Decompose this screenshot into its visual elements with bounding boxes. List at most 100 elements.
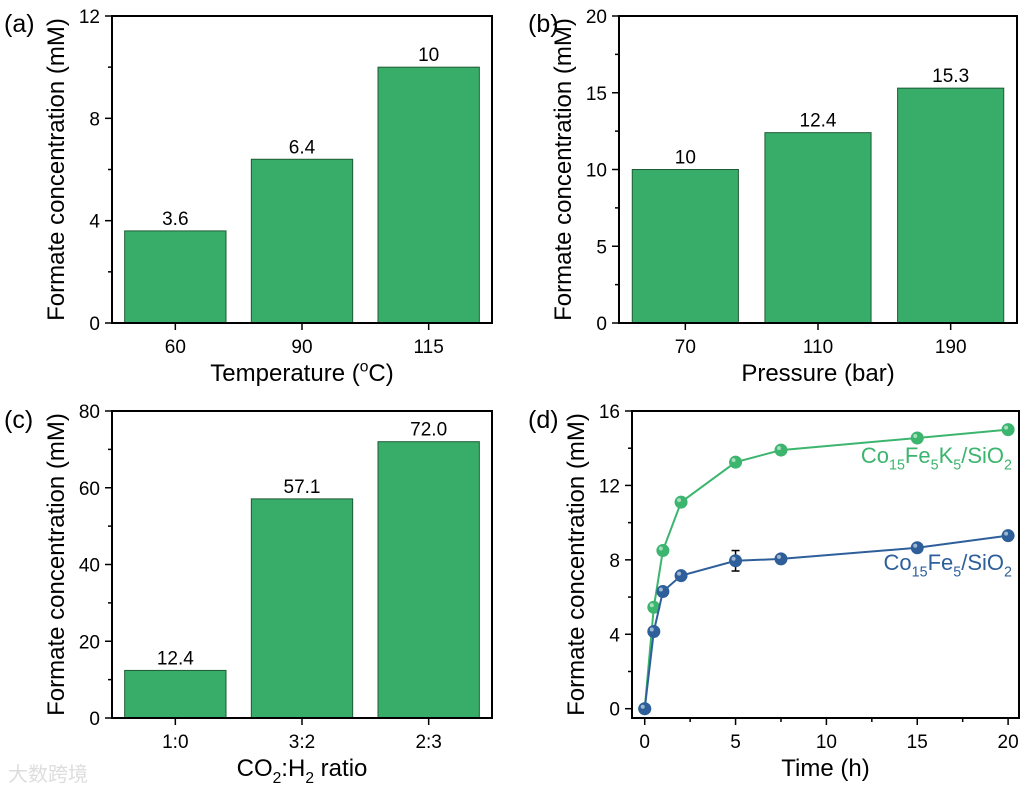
data-point-highlight [731,556,736,561]
bar [250,158,354,324]
y-tick-label: 12 [599,476,620,497]
series-line [643,534,1009,709]
data-point [729,455,743,469]
panel-label: (a) [4,10,35,38]
x-tick-label: 2:3 [415,732,441,753]
data-point-highlight [731,458,736,463]
bar [764,132,872,324]
data-point [1001,529,1015,543]
bar [124,669,227,719]
x-tick-label: 10 [816,732,837,753]
data-label: 12.4 [800,111,837,132]
data-point-highlight [776,554,781,559]
x-tick-label: 70 [675,337,696,358]
data-label: 3.6 [162,209,188,230]
y-tick-label: 0 [89,314,100,335]
data-label: 10 [418,45,439,66]
data-point [1001,423,1015,437]
data-point [674,569,688,583]
data-point-highlight [649,627,654,632]
data-point-highlight [658,546,663,551]
data-point [656,544,670,558]
x-tick-label: 1:0 [162,732,188,753]
x-axis-label: CO2​:H2​ ratio [237,755,368,787]
data-point-highlight [640,704,645,709]
y-tick-label: 8 [609,551,620,572]
panel-label: (d) [528,406,559,434]
data-label: 6.4 [289,137,316,158]
data-point-highlight [649,603,654,608]
x-tick-label: 20 [998,732,1019,753]
x-tick-label: 15 [907,732,928,753]
data-point [774,552,788,566]
x-tick-label: 115 [414,337,444,358]
y-tick-label: 16 [599,402,620,423]
data-point-highlight [1004,531,1009,536]
y-tick-label: 0 [89,709,100,730]
axes-frame [111,15,493,324]
data-point-highlight [776,446,781,451]
panel-label: (c) [4,406,33,434]
data-point [729,554,743,568]
y-tick-label: 60 [79,479,100,500]
x-tick-label: 90 [291,337,312,358]
x-tick-label: 0 [639,732,650,753]
data-label: 72.0 [410,420,447,441]
axes-frame [631,410,1020,719]
y-tick-label: 15 [586,84,607,105]
data-point [656,584,670,598]
bar [631,169,739,324]
y-tick-label: 10 [586,161,607,182]
data-point-highlight [677,571,682,576]
data-label: 57.1 [284,477,321,498]
bar [377,441,480,719]
series-label: Co15​Fe5​K5​/SiO2​ [861,443,1012,474]
x-axis-label: Time (h) [781,755,869,782]
y-tick-label: 4 [89,212,100,233]
data-label: 12.4 [157,648,194,669]
x-tick-label: 60 [165,337,186,358]
axes-frame [111,410,493,719]
y-tick-label: 12 [79,7,100,28]
y-axis-label: Formate concentration (mM) [43,18,70,321]
data-point-highlight [913,543,918,548]
y-tick-label: 80 [79,402,100,423]
x-axis-label: Temperature (oC) [210,358,394,387]
data-point [674,495,688,509]
axes-frame [618,15,1018,324]
y-axis-label: Formate concentration (mM) [43,413,70,716]
data-point [910,541,924,555]
data-point [638,702,652,716]
y-tick-label: 4 [609,625,620,646]
data-point [774,443,788,457]
data-point-highlight [658,587,663,592]
y-tick-label: 40 [79,556,100,577]
y-tick-label: 20 [586,7,607,28]
y-tick-label: 8 [89,109,100,130]
x-tick-label: 3:2 [289,732,315,753]
x-tick-label: 190 [935,337,967,358]
panel-label: (b) [528,10,559,38]
data-point-highlight [913,433,918,438]
series-label: Co15​Fe5​/SiO2​ [884,550,1013,581]
bar [897,87,1005,324]
y-axis-label: Formate concentration (mM) [563,413,590,716]
series-line [643,428,1009,709]
watermark: 大数跨境 [8,762,88,786]
bar [377,66,480,324]
data-point [647,624,661,638]
data-point-highlight [1004,425,1009,430]
data-label: 10 [675,148,696,169]
x-tick-label: 5 [730,732,741,753]
bar [124,230,227,324]
x-axis-label: Pressure (bar) [741,360,894,387]
y-axis-label: Formate concentration (mM) [550,18,577,321]
bar [250,498,354,719]
y-tick-label: 0 [596,314,607,335]
y-tick-label: 0 [609,700,620,721]
x-tick-label: 110 [803,337,833,358]
y-tick-label: 5 [596,237,607,258]
y-tick-label: 20 [79,632,100,653]
data-point-highlight [677,498,682,503]
